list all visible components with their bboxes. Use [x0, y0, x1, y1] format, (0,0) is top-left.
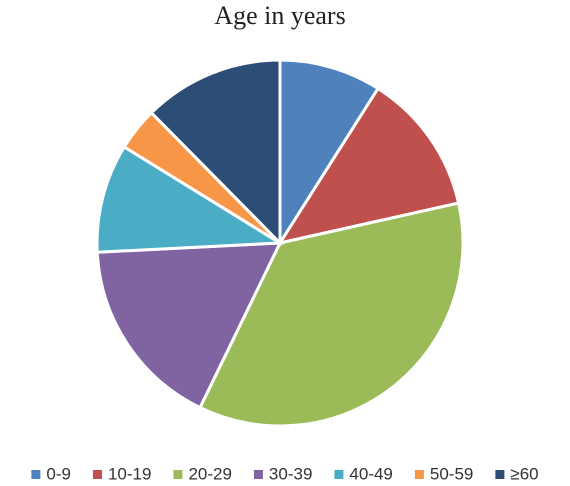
legend-label: 10-19: [108, 464, 151, 483]
legend-swatch: [31, 470, 41, 479]
pie-slice: [198, 201, 465, 428]
legend-label: ≥60: [510, 464, 538, 483]
chart-title: Age in years: [214, 1, 345, 30]
legend-label: 0-9: [46, 464, 71, 483]
legend-swatch: [92, 470, 102, 479]
legend-label: 30-39: [269, 464, 312, 483]
pie-slice: [149, 58, 282, 247]
legend-swatch: [334, 470, 344, 479]
legend-swatch: [495, 470, 505, 479]
pie-slice: [278, 58, 381, 249]
pie-slice: [276, 86, 461, 246]
legend-swatch: [253, 470, 263, 479]
legend-swatch: [173, 470, 183, 479]
pie-slice: [95, 241, 283, 410]
legend-label: 50-59: [430, 464, 473, 483]
pie-slice: [95, 144, 285, 254]
legend-swatch: [414, 470, 424, 479]
legend-label: 20-29: [188, 464, 231, 483]
legend-label: 40-49: [349, 464, 392, 483]
